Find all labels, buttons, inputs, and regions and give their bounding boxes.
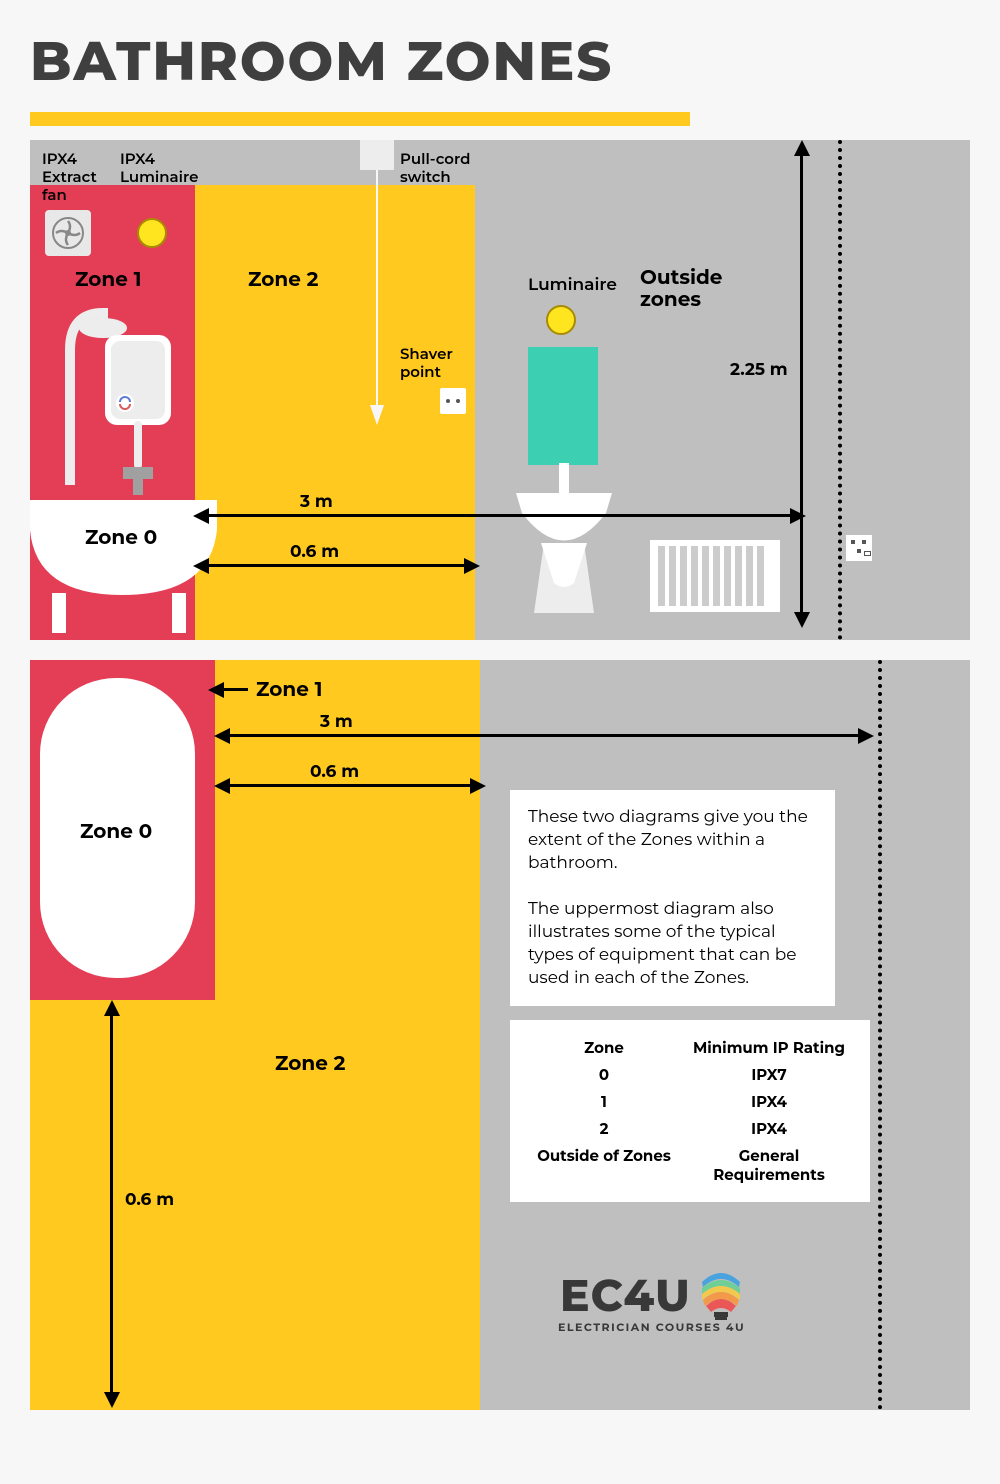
logo-bulb-icon (699, 1268, 743, 1324)
dim-w3 (205, 514, 795, 517)
pull-cord-label: Pull-cord switch (400, 150, 470, 186)
pull-cord-box-icon (360, 140, 394, 170)
table-row: 2IPX4 (524, 1115, 856, 1142)
info-text-box: These two diagrams give you the extent o… (510, 790, 835, 1006)
dim-plan-w06 (226, 784, 474, 787)
th-zone: Zone (524, 1038, 684, 1057)
luminaire-label: Luminaire (528, 275, 617, 295)
dim-plan-w3 (226, 734, 862, 737)
dim-plan-w06-label: 0.6 m (310, 762, 359, 782)
dim-w06-label: 0.6 m (290, 542, 339, 562)
boundary-line (838, 140, 842, 640)
info-p1: These two diagrams give you the extent o… (528, 806, 817, 875)
ipx4-fan-label: IPX4 Extract fan (42, 150, 97, 204)
shower-icon (45, 295, 185, 495)
shaver-socket-icon (440, 388, 466, 414)
table-row: Outside of ZonesGeneral Requirements (524, 1142, 856, 1188)
pull-cord-string-icon (376, 170, 378, 410)
table-row: 0IPX7 (524, 1061, 856, 1088)
ipx4-luminaire-label: IPX4 Luminaire (120, 150, 198, 186)
luminaire-icon (137, 218, 167, 248)
dim-plan-w3-label: 3 m (320, 712, 353, 732)
bath-icon (22, 500, 217, 640)
pull-cord-knob-icon (370, 405, 384, 425)
dim-w06 (205, 564, 468, 567)
zone0-plan-label: Zone 0 (80, 820, 152, 844)
table-row: 1IPX4 (524, 1088, 856, 1115)
table-header: Zone Minimum IP Rating (524, 1034, 856, 1061)
zone0-label: Zone 0 (85, 526, 157, 550)
boundary-plan-line (878, 660, 882, 1410)
toilet-icon (516, 463, 612, 618)
zone1-pointer (220, 688, 248, 691)
zone1-plan-label: Zone 1 (256, 678, 322, 702)
mirror-icon (528, 347, 598, 465)
extract-fan-icon (45, 210, 91, 256)
th-ip: Minimum IP Rating (684, 1038, 854, 1057)
info-p2: The uppermost diagram also illustrates s… (528, 898, 817, 990)
dim-v225-label: 2.25 m (730, 360, 788, 380)
ec4u-logo: EC4U (560, 1268, 743, 1324)
dim-plan-h06 (110, 1012, 113, 1396)
zone2-region (195, 185, 475, 640)
radiator-icon (650, 540, 780, 612)
luminaire-outside-icon (546, 305, 576, 335)
shaver-point-label: Shaver point (400, 345, 453, 381)
logo-subtitle: ELECTRICIAN COURSES 4U (558, 1320, 745, 1334)
diagram-elevation: IPX4 Extract fan IPX4 Luminaire Pull-cor… (30, 140, 970, 640)
ip-rating-table: Zone Minimum IP Rating 0IPX7 1IPX4 2IPX4… (510, 1020, 870, 1202)
zone2-plan-label: Zone 2 (275, 1052, 345, 1076)
dim-plan-h06-label: 0.6 m (125, 1190, 174, 1210)
dim-w3-label: 3 m (300, 492, 333, 512)
logo-text: EC4U (560, 1269, 691, 1323)
diagram-plan: Zone 0 Zone 1 3 m 0.6 m Zone 2 0.6 m The… (30, 660, 970, 1410)
dim-v225 (800, 148, 803, 616)
zone1-label: Zone 1 (75, 268, 141, 292)
outside-zones-label: Outside zones (640, 267, 722, 311)
mains-socket-icon (846, 535, 872, 561)
page-title: BATHROOM ZONES (0, 0, 1000, 94)
zone2-label: Zone 2 (248, 268, 318, 292)
title-underline (30, 112, 690, 126)
